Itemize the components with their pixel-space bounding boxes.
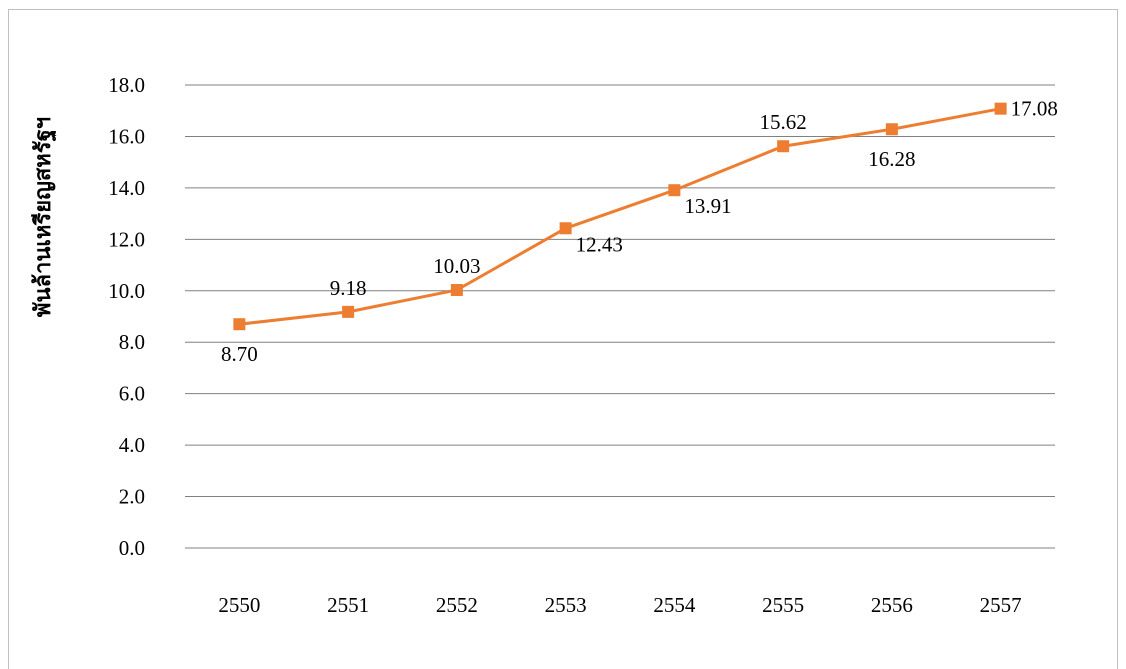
- y-tick-label: 6.0: [119, 382, 145, 406]
- y-tick-label: 14.0: [108, 176, 145, 200]
- x-tick-label: 2557: [980, 593, 1022, 617]
- data-label: 12.43: [576, 232, 623, 256]
- y-tick-label: 2.0: [119, 485, 145, 509]
- series-markers: [233, 102, 1007, 331]
- data-label: 15.62: [760, 110, 807, 134]
- data-label: 13.91: [684, 194, 731, 218]
- x-tick-label: 2551: [327, 593, 369, 617]
- data-point-marker: [450, 284, 463, 297]
- x-tick-label: 2555: [762, 593, 804, 617]
- data-label: 16.28: [868, 147, 915, 171]
- data-point-marker: [559, 222, 572, 235]
- y-tick-label: 10.0: [108, 279, 145, 303]
- gridlines: [185, 84, 1055, 549]
- data-point-marker: [777, 140, 790, 153]
- y-axis-label: พันล้านเหรียญสหรัฐฯ: [31, 117, 57, 317]
- x-axis-ticks: 2550 2551 2552 2553 2554 2555 2556 2557: [218, 593, 1021, 617]
- y-tick-label: 8.0: [119, 330, 145, 354]
- data-label: 17.08: [1011, 97, 1058, 121]
- data-point-marker: [885, 123, 898, 136]
- series-line-layer: [239, 107, 1001, 326]
- series-line: [239, 107, 1001, 326]
- data-point-marker: [233, 318, 246, 331]
- x-tick-label: 2550: [218, 593, 260, 617]
- data-label: 9.18: [330, 276, 367, 300]
- data-labels: 8.70 9.18 10.03 12.43 13.91 15.62 16.28 17.08: [221, 97, 1058, 367]
- data-label: 10.03: [433, 254, 480, 278]
- data-point-marker: [342, 305, 355, 318]
- x-tick-label: 2556: [871, 593, 913, 617]
- x-tick-label: 2554: [653, 593, 696, 617]
- x-tick-label: 2552: [436, 593, 478, 617]
- y-axis-ticks: 0.0 2.0 4.0 6.0 8.0 10.0 12.0 14.0 16.0 18.0: [108, 73, 145, 560]
- data-point-marker: [994, 102, 1007, 115]
- y-tick-label: 0.0: [119, 536, 145, 560]
- data-point-marker: [668, 184, 681, 197]
- x-tick-label: 2553: [545, 593, 587, 617]
- y-tick-label: 4.0: [119, 433, 145, 457]
- y-tick-label: 16.0: [108, 124, 145, 148]
- y-tick-label: 12.0: [108, 227, 145, 251]
- data-label: 8.70: [221, 342, 258, 366]
- y-tick-label: 18.0: [108, 73, 145, 97]
- chart-frame: [8, 9, 1118, 669]
